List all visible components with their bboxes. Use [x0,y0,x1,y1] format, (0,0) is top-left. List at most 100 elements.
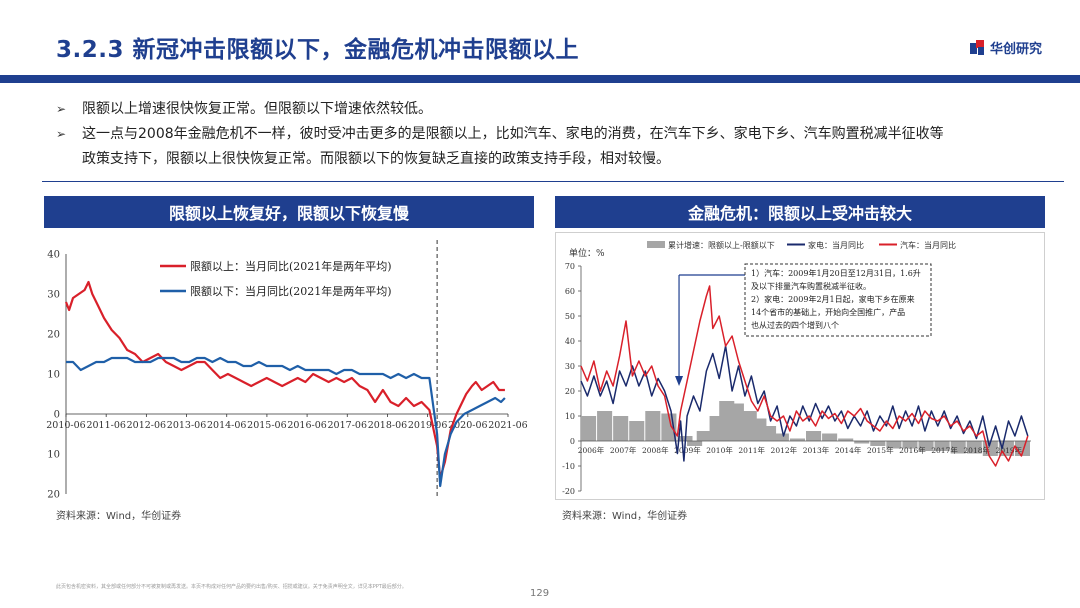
bullet-text: 限额以上增速很快恢复正常。但限额以下增速依然较低。 [82,101,432,117]
annotation-arrowhead [675,376,684,386]
x-tick-label: 2010年 [706,445,733,455]
bar [886,441,902,449]
page-number: 129 [530,588,550,599]
y-tick-label: 10 [47,370,60,381]
y-tick-label: 0 [570,437,575,446]
series-line-2 [66,356,506,488]
bar [728,403,744,441]
legend-label-2: 限额以下：当月同比(2021年是两年平均) [190,284,392,298]
y-tick-label: 40 [47,250,60,261]
right-chart-title: 金融危机：限额以上受冲击较大 [555,196,1045,228]
y-tick-label: 20 [47,490,60,501]
x-tick-label: 2020-06 [448,420,487,431]
x-tick-label: 2014年 [835,445,862,455]
legend-label-1: 限额以上：当月同比(2021年是两年平均) [190,259,392,273]
bar [918,441,934,451]
y-tick-label: 0 [54,410,60,421]
x-tick-label: 2018-06 [368,420,407,431]
bar [902,441,918,449]
footer-disclaimer: 此页包含机密资料，其全部或任何部分不可被复制或再发送。本页不构成对任何产品的要约… [56,584,407,590]
x-tick-label: 2016-06 [287,420,326,431]
y-tick-label: 20 [47,330,60,341]
y-tick-label: 50 [565,312,575,321]
bar [761,426,777,441]
x-tick-label: 2008年 [642,445,669,455]
bar [870,441,886,446]
annotation-box [744,263,932,337]
bar [629,421,645,441]
bullet-item: ➢ 这一点与2008年金融危机不一样，彼时受冲击更多的是限额以上，比如汽车、家电… [56,122,1046,147]
annotation-line: 14个省市的基础上，开始向全国推广，产品 [751,307,905,317]
y-tick-label: 60 [565,287,575,296]
bar [966,441,982,454]
bar [934,441,950,451]
x-tick-label: 2013年 [803,445,830,455]
bullet-list: ➢ 限额以上增速很快恢复正常。但限额以下增速依然较低。 ➢ 这一点与2008年金… [56,97,1046,172]
left-chart-source: 资料来源：Wind，华创证券 [56,511,182,522]
legend-label-bars: 累计增速：限额以上-限额以下 [668,240,775,250]
bar [838,438,854,441]
bullet-continuation: 政策支持下，限额以上很快恢复正常。而限额以下的恢复缺乏直接的政策支持手段，相对较… [82,151,670,167]
bar [806,431,822,441]
x-tick-label: 2014-06 [207,420,246,431]
right-chart: 单位：% 累计增速：限额以上-限额以下 家电：当月同比 汽车：当月同比 70 60 50 40… [555,232,1045,500]
x-tick-label: 2017-06 [328,420,367,431]
bullet-text: 这一点与2008年金融危机不一样，彼时受冲击更多的是限额以上，比如汽车、家电的消… [82,126,944,142]
x-tick-label: 2017年 [931,445,958,455]
y-tick-label: 10 [565,412,575,421]
bar [613,416,629,441]
x-tick-label: 2013-06 [167,420,206,431]
x-tick-label: 2021-06 [488,420,527,431]
bar [645,411,661,441]
y-tick-label: 70 [565,262,575,271]
legend-label-1: 家电：当月同比 [808,240,864,250]
x-tick-label: 2015年 [867,445,894,455]
brand-logo: 华创研究 [969,38,1042,57]
legend-label-2: 汽车：当月同比 [900,240,956,250]
series-line-2 [580,285,1029,467]
legend-swatch-bars [647,241,665,248]
x-tick-label: 2011年 [738,445,765,455]
y-tick-label: 30 [47,290,60,301]
x-tick-label: 2006年 [578,445,605,455]
bar [687,441,703,446]
left-chart: 40 30 20 10 0 10 20 2010-06 2011-06 2012-06 2013-0… [46,240,528,501]
header-rule [0,75,1080,83]
bar [696,431,712,441]
y-tick-label: 40 [565,337,575,346]
bar [950,441,966,454]
x-tick-label: 2016年 [899,445,926,455]
y-tick-label: 20 [565,387,575,396]
bullet-item: ➢ 限额以上增速很快恢复正常。但限额以下增速依然较低。 [56,97,1046,122]
x-tick-label: 2012年 [771,445,798,455]
bar [581,416,597,441]
bar [854,441,870,444]
unit-label: 单位：% [569,247,605,259]
y-tick-label: -10 [562,462,575,471]
x-tick-label: 2009年 [674,445,701,455]
x-tick-label: 2015-06 [247,420,286,431]
annotation-line: 也从过去的四个增到八个 [751,320,839,330]
x-tick-label: 2018年 [963,445,990,455]
x-tick-label: 2011-06 [86,420,125,431]
x-tick-label: 2010-06 [46,420,85,431]
arrow-bullet-icon: ➢ [56,127,67,141]
annotation-line: 1）汽车：2009年1月20日至12月31日，1.6升 [751,268,921,278]
bar [822,433,838,441]
logo-icon [969,39,986,56]
left-chart-title: 限额以上恢复好，限额以下恢复慢 [44,196,534,228]
right-chart-source: 资料来源：Wind，华创证券 [562,511,688,522]
annotation-line: 2）家电：2009年2月1日起，家电下乡在原来 [751,294,915,304]
arrow-bullet-icon: ➢ [56,102,67,116]
x-tick-label: 2012-06 [127,420,166,431]
y-tick-label: 30 [565,362,575,371]
y-tick-label: 10 [47,450,60,461]
section-divider [42,181,1064,182]
bar [773,433,789,441]
bar [789,438,805,441]
page-title: 3.2.3 新冠冲击限额以下，金融危机冲击限额以上 [56,37,579,63]
annotation-line: 及以下排量汽车购置税减半征收。 [751,281,871,291]
x-tick-label: 2007年 [610,445,637,455]
series-line-1 [64,280,505,480]
bar [597,411,613,441]
